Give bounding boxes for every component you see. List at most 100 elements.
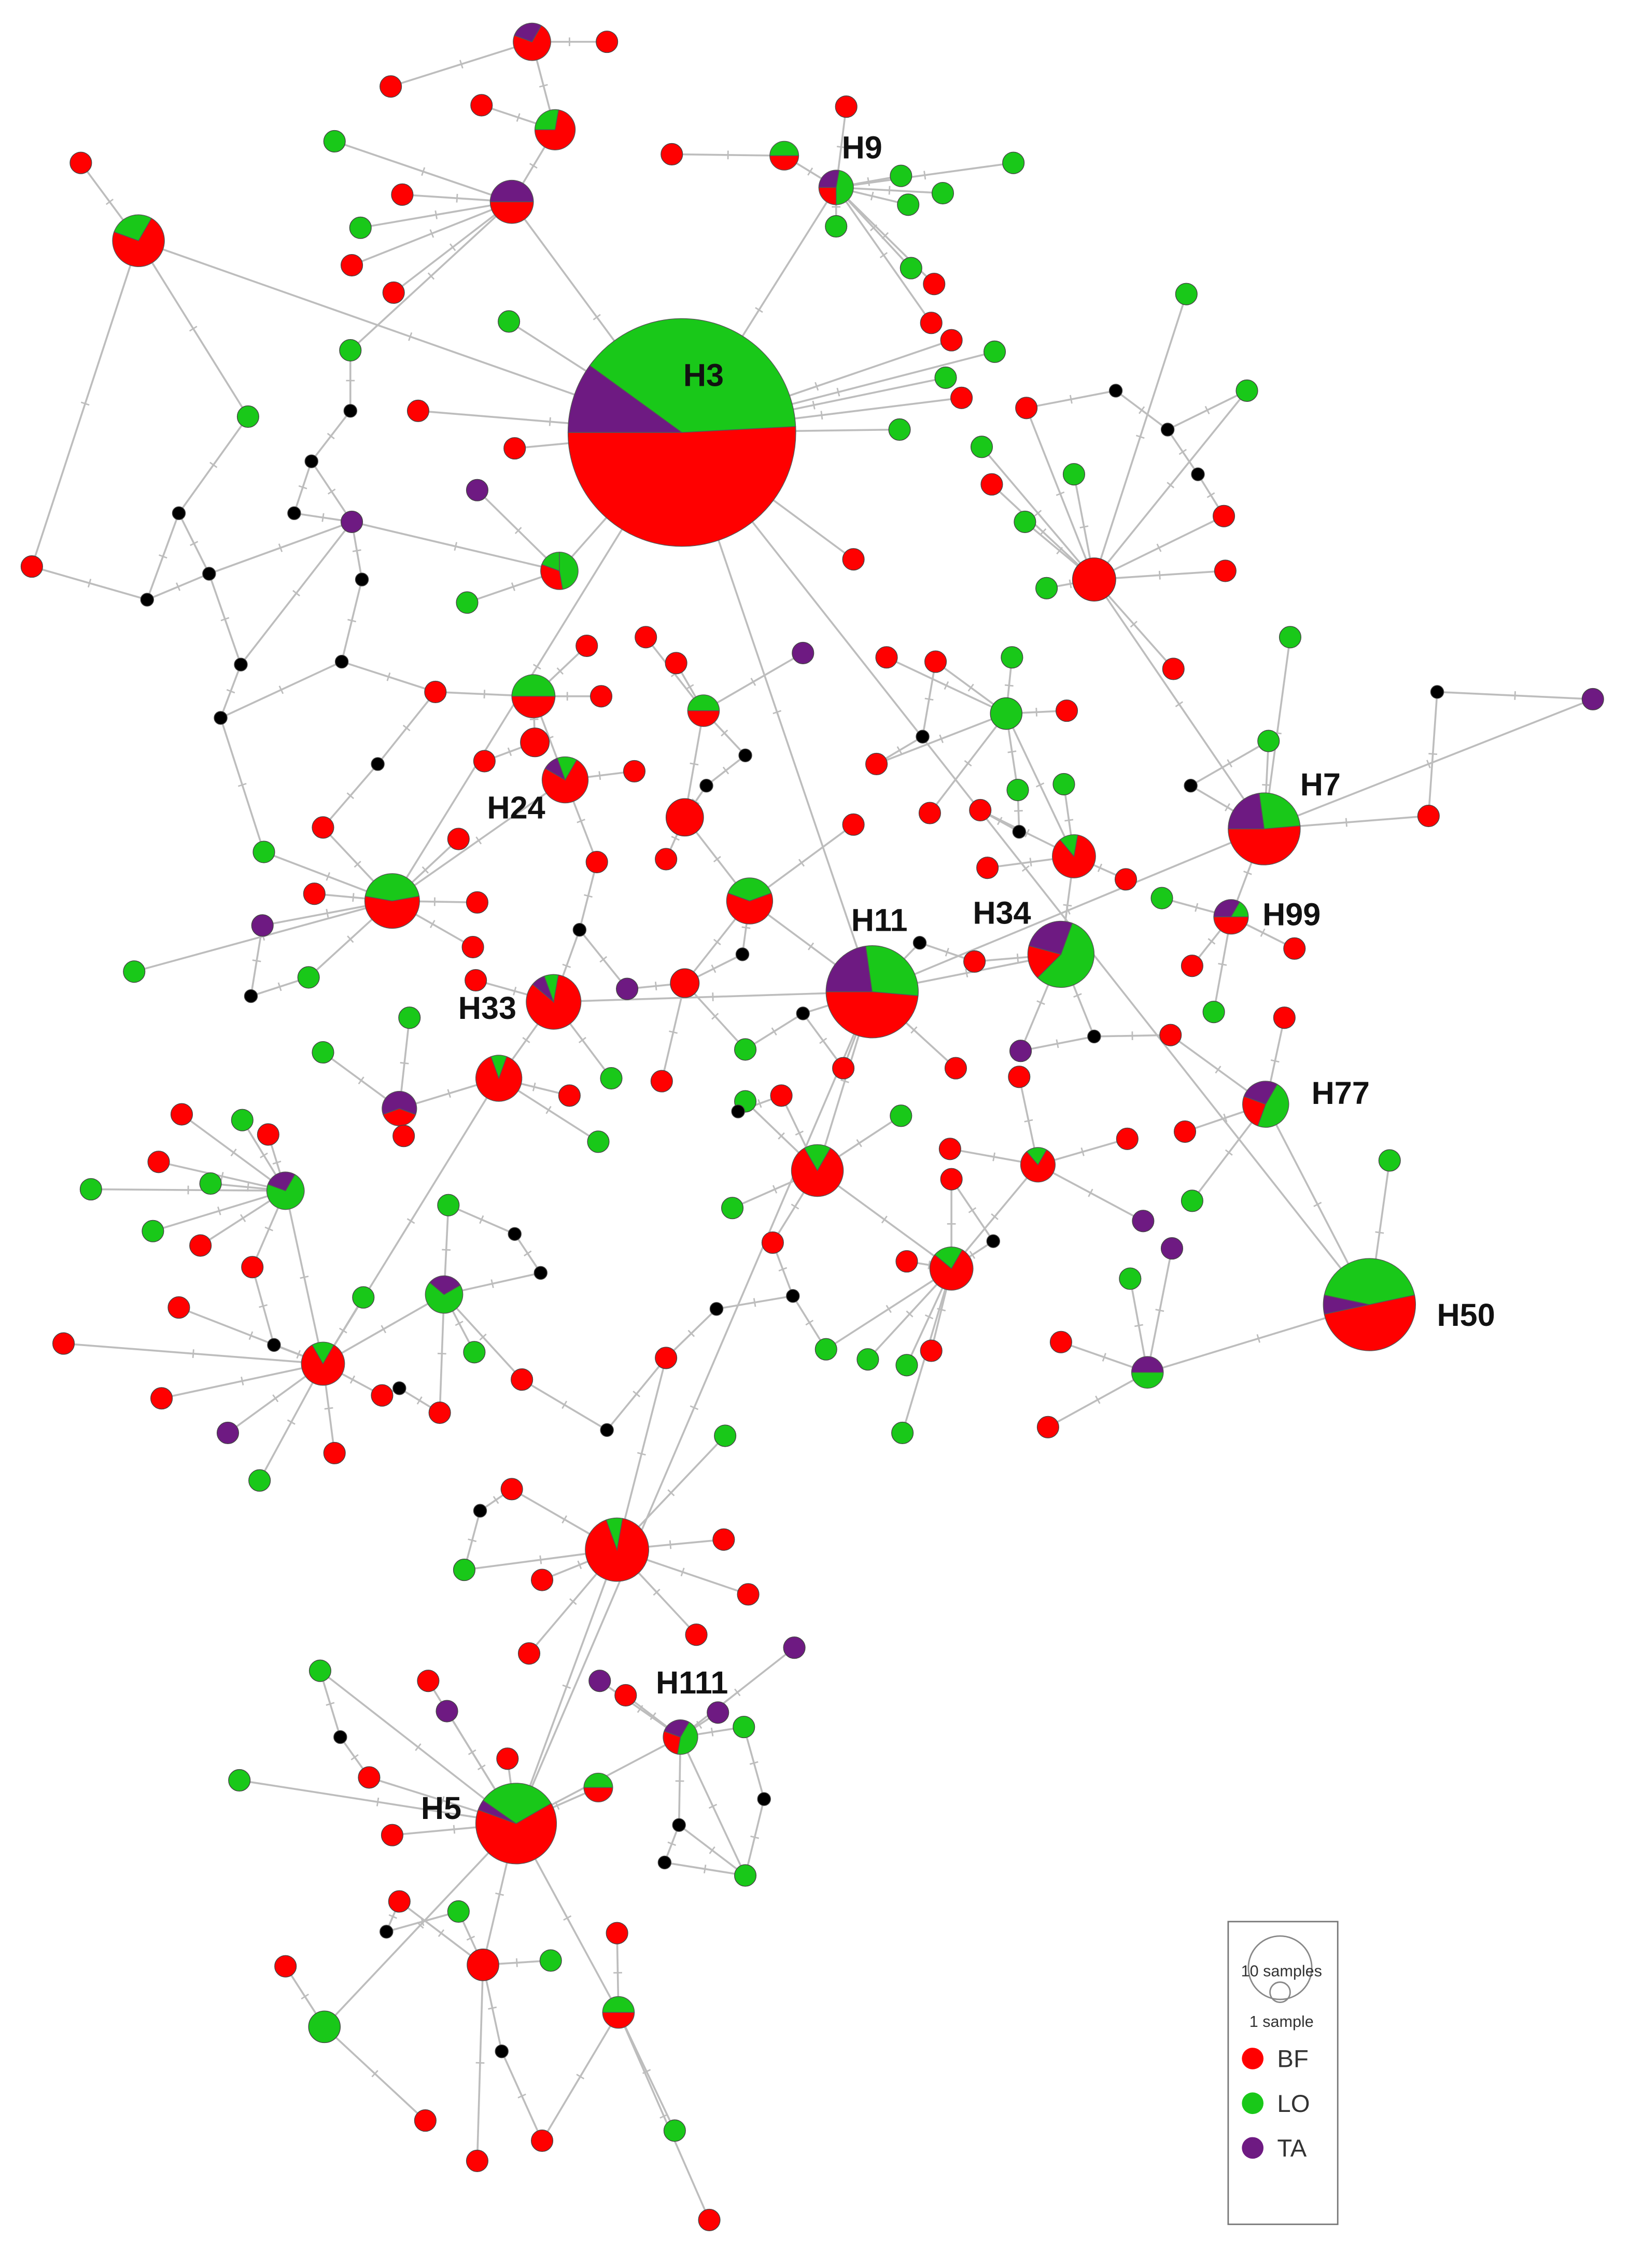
edge-tick — [422, 866, 429, 874]
edge-tick — [416, 1396, 423, 1405]
haplotype — [150, 1387, 173, 1410]
haplotype — [875, 646, 898, 669]
haplotype-pie — [266, 1171, 305, 1210]
haplotype — [456, 591, 479, 614]
haplotype — [1283, 937, 1306, 960]
haplotype — [371, 1384, 394, 1407]
edge-tick — [352, 893, 355, 902]
pie-slice — [567, 426, 796, 547]
haplotype — [558, 1084, 581, 1107]
haplotype — [969, 799, 992, 821]
edge-tick — [807, 942, 815, 950]
median-vector — [916, 730, 930, 744]
haplotype-pie — [567, 318, 796, 547]
edge-tick — [653, 1588, 661, 1596]
haplotype — [465, 969, 487, 992]
edge-tick — [967, 683, 974, 692]
median-vector — [699, 778, 713, 793]
haplotype — [453, 1559, 475, 1581]
haplotype — [381, 1824, 403, 1846]
edge-tick — [870, 191, 874, 201]
median-vector — [738, 748, 752, 763]
haplotype — [1062, 463, 1085, 486]
pie-slice — [804, 1144, 831, 1171]
haplotype — [1114, 868, 1138, 891]
pie-slice — [475, 1803, 557, 1865]
haplotype-pie — [583, 1772, 613, 1802]
haplotype — [920, 1339, 943, 1362]
haplotype — [437, 1194, 460, 1216]
edge-tick — [563, 1915, 572, 1921]
pie-slice — [490, 1055, 508, 1080]
edge-tick — [671, 835, 680, 841]
haplotype — [890, 164, 912, 187]
edge-tick — [924, 1314, 934, 1320]
legend-label: LO — [1277, 2090, 1310, 2118]
pie-slice — [559, 552, 579, 590]
median-vector — [796, 1006, 810, 1020]
haplotype — [308, 2010, 341, 2043]
edge-tick — [749, 1761, 759, 1765]
edge-tick — [923, 171, 926, 180]
haplotype — [1006, 778, 1029, 802]
haplotype — [500, 1478, 523, 1501]
edge-tick — [561, 1515, 568, 1524]
edge-tick — [711, 1013, 719, 1020]
pie-slice — [1243, 1081, 1278, 1105]
haplotype — [1014, 510, 1036, 533]
edge-tick — [713, 939, 721, 946]
haplotype — [918, 802, 941, 824]
edge-tick — [241, 1376, 244, 1385]
pie-slice — [429, 1275, 461, 1295]
edge-tick — [881, 1215, 888, 1224]
edge-tick — [1223, 1113, 1228, 1123]
pie-slice — [818, 170, 840, 188]
edge-tick — [298, 485, 307, 489]
haplotype — [589, 685, 613, 708]
haplotype — [199, 1172, 222, 1195]
haplotype — [69, 151, 92, 174]
haplotype — [231, 1109, 254, 1131]
edge-tick — [1063, 904, 1072, 907]
haplotype-pie — [791, 1144, 844, 1197]
haplotype — [142, 1220, 164, 1242]
haplotype-label: H7 — [1300, 767, 1341, 802]
haplotype-label: H11 — [851, 902, 908, 937]
median-vector — [508, 1227, 522, 1241]
haplotype-pie — [1020, 1147, 1056, 1183]
haplotype-label: H50 — [1437, 1297, 1495, 1333]
haplotype-pie — [425, 1275, 464, 1314]
haplotype — [531, 1569, 554, 1591]
edge-tick — [475, 836, 482, 845]
pie-slice — [836, 170, 854, 205]
edge-tick — [669, 1030, 678, 1034]
edge-tick — [593, 314, 601, 320]
size-key-large — [1247, 1935, 1313, 2000]
edge-tick — [1218, 963, 1227, 966]
median-vector — [1184, 778, 1198, 793]
haplotype — [940, 329, 963, 352]
edge-tick — [376, 1797, 380, 1807]
haplotype — [1378, 1149, 1401, 1172]
edge-tick — [1016, 953, 1019, 962]
median-vector — [757, 1792, 771, 1806]
pie-slice — [513, 25, 551, 61]
edge-tick — [220, 1172, 224, 1181]
edge-tick — [511, 582, 515, 591]
haplotype — [575, 634, 598, 657]
haplotype — [587, 1130, 610, 1153]
edge-tick — [349, 1375, 356, 1384]
haplotype-pie — [602, 1996, 635, 2029]
pie-slice — [1228, 792, 1265, 830]
edge-tick — [968, 1207, 977, 1213]
edge-tick — [1167, 482, 1175, 488]
edge-tick — [650, 1712, 656, 1720]
edge-tick — [1428, 753, 1438, 755]
haplotype — [983, 340, 1006, 363]
edge-tick — [226, 689, 235, 694]
pie-slice — [1131, 1356, 1164, 1373]
edge-tick — [1138, 406, 1145, 414]
edge-tick — [569, 1598, 577, 1605]
edge-tick — [562, 1684, 571, 1689]
